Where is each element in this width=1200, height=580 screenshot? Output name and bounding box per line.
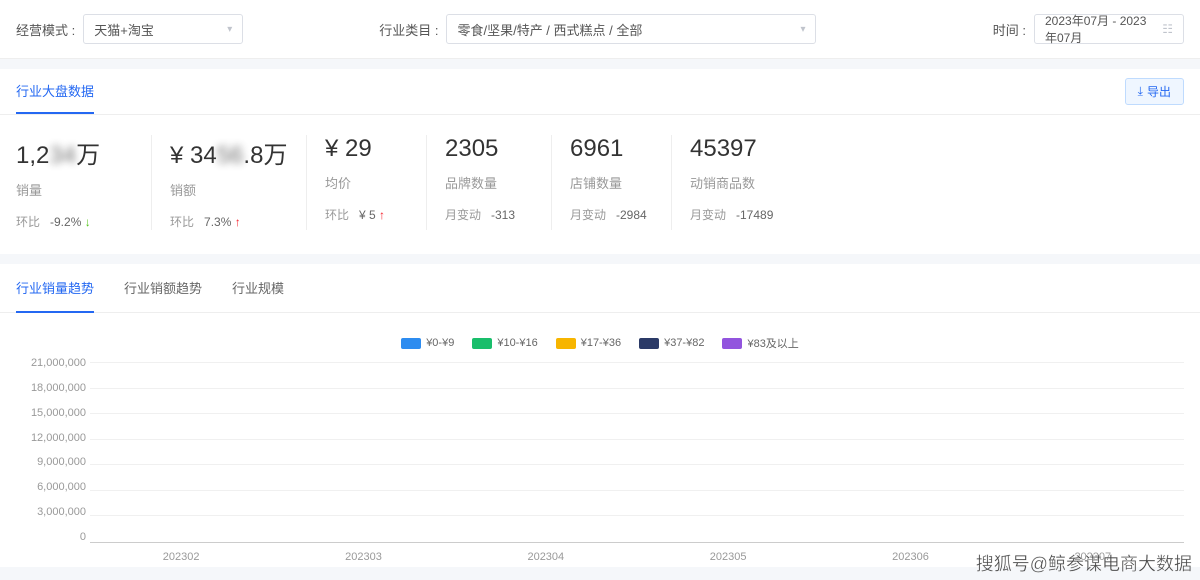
metric-sub: 月变动-2984 xyxy=(570,206,653,223)
y-tick-label: 3,000,000 xyxy=(16,506,86,518)
time-label: 时间 : xyxy=(993,20,1026,39)
metric-name: 均价 xyxy=(325,173,408,192)
y-tick-label: 21,000,000 xyxy=(16,357,86,369)
y-tick-label: 9,000,000 xyxy=(16,456,86,468)
legend-item[interactable]: ¥37-¥82 xyxy=(639,335,704,351)
grid-line xyxy=(90,464,1184,465)
x-tick-label: 202304 xyxy=(525,551,567,563)
x-tick-label: 202305 xyxy=(707,551,749,563)
metric-value: ¥ 3456.8万 xyxy=(170,135,288,170)
metric-name: 动销商品数 xyxy=(690,173,803,192)
arrow-icon: ↑ xyxy=(235,215,241,229)
legend-label: ¥37-¥82 xyxy=(664,337,704,349)
x-axis-labels: 202302 202303 202304 202305 202306 202307 xyxy=(90,551,1184,563)
metric-value: ¥ 29 xyxy=(325,135,408,163)
metric-sub: 环比7.3% ↑ xyxy=(170,213,288,230)
x-tick-label: 202306 xyxy=(889,551,931,563)
metrics-row: 1,234万销量环比-9.2% ↓¥ 3456.8万销额环比7.3% ↑¥ 29… xyxy=(0,115,1200,254)
legend-swatch xyxy=(639,338,659,349)
chart-plot xyxy=(90,363,1184,543)
grid-line xyxy=(90,362,1184,363)
category-value: 零食/坚果/特产 / 西式糕点 / 全部 xyxy=(457,20,642,39)
category-select[interactable]: 零食/坚果/特产 / 西式糕点 / 全部 ▾ xyxy=(446,14,816,44)
metric-card: 45397 动销商品数月变动-17489 xyxy=(671,135,821,230)
y-tick-label: 0 xyxy=(16,531,86,543)
legend-item[interactable]: ¥17-¥36 xyxy=(556,335,621,351)
grid-line xyxy=(90,439,1184,440)
chevron-down-icon: ▾ xyxy=(227,24,232,35)
legend-swatch xyxy=(401,338,421,349)
metric-sub: 环比-9.2% ↓ xyxy=(16,213,133,230)
chart-tab[interactable]: 行业规模 xyxy=(232,264,284,312)
date-value: 2023年07月 - 2023年07月 xyxy=(1045,12,1158,46)
chevron-down-icon: ▾ xyxy=(800,24,805,35)
metric-card: ¥ 29 均价环比¥ 5 ↑ xyxy=(306,135,426,230)
mode-select[interactable]: 天猫+淘宝 ▾ xyxy=(83,14,243,44)
metric-name: 销额 xyxy=(170,180,288,199)
chart-tab[interactable]: 行业销额趋势 xyxy=(124,264,202,312)
metric-card: 6961 店铺数量月变动-2984 xyxy=(551,135,671,230)
calendar-icon: ☷ xyxy=(1162,22,1173,36)
metric-sub: 月变动-313 xyxy=(445,206,533,223)
x-tick-label: 202302 xyxy=(160,551,202,563)
metric-name: 销量 xyxy=(16,180,133,199)
metric-sub: 环比¥ 5 ↑ xyxy=(325,206,408,223)
legend-label: ¥83及以上 xyxy=(747,335,798,351)
chart-panel: 行业销量趋势行业销额趋势行业规模 ¥0-¥9 ¥10-¥16 ¥17-¥36 ¥37-… xyxy=(0,264,1200,567)
grid-line xyxy=(90,515,1184,516)
filter-bar: 经营模式 : 天猫+淘宝 ▾ 行业类目 : 零食/坚果/特产 / 西式糕点 / … xyxy=(0,0,1200,59)
legend-swatch xyxy=(472,338,492,349)
legend-swatch xyxy=(722,338,742,349)
y-tick-label: 15,000,000 xyxy=(16,407,86,419)
mode-label: 经营模式 : xyxy=(16,20,75,39)
x-tick-label: 202303 xyxy=(342,551,384,563)
date-range-select[interactable]: 2023年07月 - 2023年07月 ☷ xyxy=(1034,14,1184,44)
x-tick-label: 202307 xyxy=(1072,551,1114,563)
chart-area: 21,000,000 18,000,000 15,000,000 12,000,000… xyxy=(0,357,1200,567)
grid-line xyxy=(90,388,1184,389)
legend-label: ¥0-¥9 xyxy=(426,337,454,349)
metric-value: 1,234万 xyxy=(16,135,133,170)
metric-name: 品牌数量 xyxy=(445,173,533,192)
category-label: 行业类目 : xyxy=(379,20,438,39)
grid-line xyxy=(90,490,1184,491)
metric-sub: 月变动-17489 xyxy=(690,206,803,223)
metric-card: 2305 品牌数量月变动-313 xyxy=(426,135,551,230)
chart-tab[interactable]: 行业销量趋势 xyxy=(16,264,94,313)
grid-line xyxy=(90,413,1184,414)
export-button[interactable]: ⤓ 导出 xyxy=(1125,78,1184,105)
legend-swatch xyxy=(556,338,576,349)
arrow-icon: ↑ xyxy=(379,208,385,222)
chart-legend: ¥0-¥9 ¥10-¥16 ¥17-¥36 ¥37-¥82 ¥83及以上 xyxy=(0,313,1200,357)
legend-item[interactable]: ¥10-¥16 xyxy=(472,335,537,351)
metric-value: 2305 xyxy=(445,135,533,163)
export-label: 导出 xyxy=(1147,83,1171,100)
y-axis: 21,000,000 18,000,000 15,000,000 12,000,000… xyxy=(16,357,86,543)
legend-label: ¥10-¥16 xyxy=(497,337,537,349)
metric-value: 45397 xyxy=(690,135,803,163)
overview-panel: 行业大盘数据 ⤓ 导出 1,234万销量环比-9.2% ↓¥ 3456.8万销额… xyxy=(0,69,1200,254)
metric-name: 店铺数量 xyxy=(570,173,653,192)
metric-card: 1,234万销量环比-9.2% ↓ xyxy=(16,135,151,230)
y-tick-label: 6,000,000 xyxy=(16,481,86,493)
arrow-icon: ↓ xyxy=(85,215,91,229)
legend-item[interactable]: ¥0-¥9 xyxy=(401,335,454,351)
metric-value: 6961 xyxy=(570,135,653,163)
chart-tabs: 行业销量趋势行业销额趋势行业规模 xyxy=(0,264,1200,313)
y-tick-label: 12,000,000 xyxy=(16,432,86,444)
legend-label: ¥17-¥36 xyxy=(581,337,621,349)
panel-header: 行业大盘数据 ⤓ 导出 xyxy=(0,69,1200,115)
panel-title: 行业大盘数据 xyxy=(16,69,94,114)
metric-card: ¥ 3456.8万销额环比7.3% ↑ xyxy=(151,135,306,230)
download-icon: ⤓ xyxy=(1138,84,1143,99)
y-tick-label: 18,000,000 xyxy=(16,382,86,394)
mode-value: 天猫+淘宝 xyxy=(94,20,154,39)
legend-item[interactable]: ¥83及以上 xyxy=(722,335,798,351)
